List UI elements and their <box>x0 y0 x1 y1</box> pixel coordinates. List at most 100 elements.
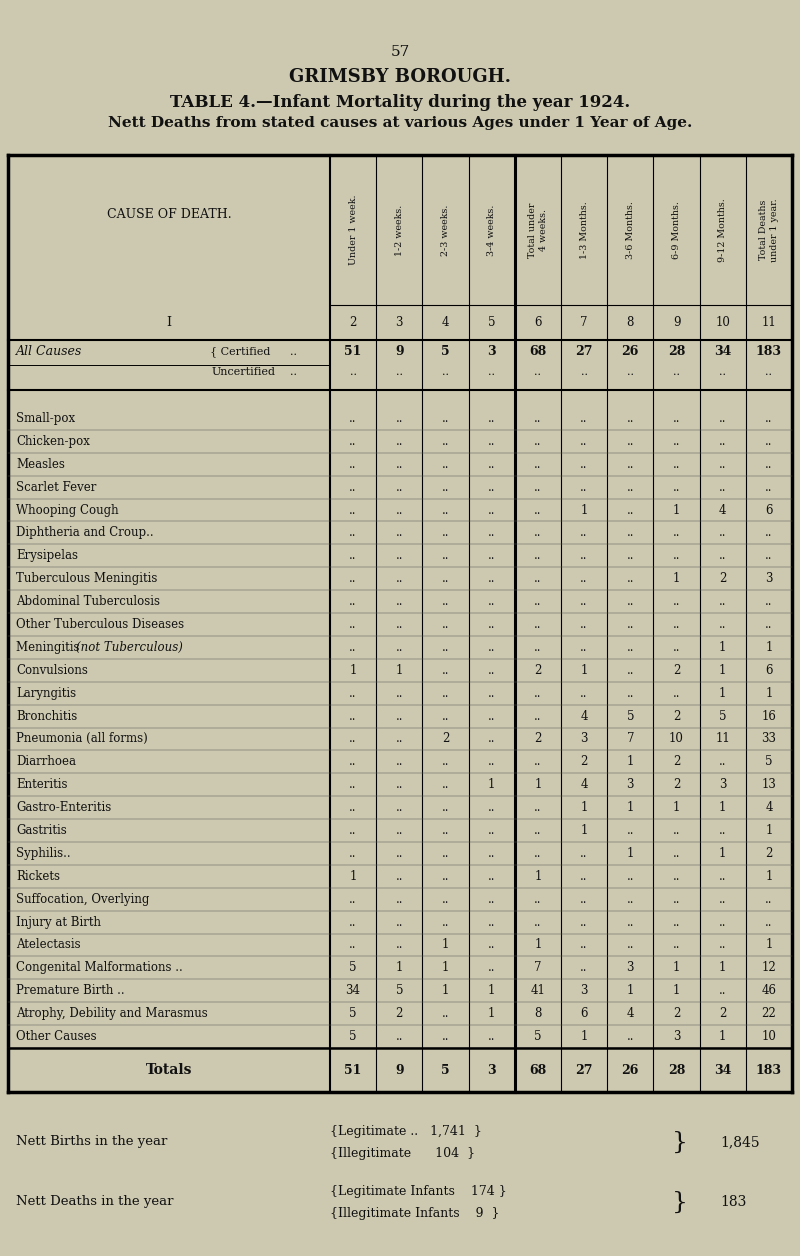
Text: 1: 1 <box>626 755 634 769</box>
Text: ..: .. <box>627 367 634 377</box>
Text: Convulsions: Convulsions <box>16 663 88 677</box>
Text: 183: 183 <box>756 345 782 358</box>
Text: 1-2 weeks.: 1-2 weeks. <box>395 205 404 256</box>
Text: ..: .. <box>534 916 542 928</box>
Text: ..: .. <box>350 710 357 722</box>
Text: ..: .. <box>580 526 588 539</box>
Text: ..: .. <box>626 573 634 585</box>
Text: 26: 26 <box>622 1064 639 1076</box>
Text: Enteritis: Enteritis <box>16 779 67 791</box>
Text: 5: 5 <box>395 985 403 997</box>
Text: 4: 4 <box>580 710 588 722</box>
Text: 12: 12 <box>762 961 776 975</box>
Text: ..: .. <box>350 801 357 814</box>
Text: Uncertified: Uncertified <box>212 367 276 377</box>
Text: ..: .. <box>626 549 634 563</box>
Text: ..: .. <box>442 595 450 608</box>
Text: ..: .. <box>350 824 357 836</box>
Text: 2: 2 <box>719 573 726 585</box>
Text: 1: 1 <box>488 1007 495 1020</box>
Text: 1: 1 <box>719 961 726 975</box>
Text: Other Causes: Other Causes <box>16 1030 97 1042</box>
Text: ..: .. <box>673 457 680 471</box>
Text: 1: 1 <box>766 824 773 836</box>
Text: ..: .. <box>580 481 588 494</box>
Text: 1: 1 <box>581 663 588 677</box>
Text: 2: 2 <box>350 317 357 329</box>
Text: ..: .. <box>534 710 542 722</box>
Text: ..: .. <box>442 687 450 700</box>
Text: 3-4 weeks.: 3-4 weeks. <box>487 205 496 256</box>
Text: ..: .. <box>395 870 403 883</box>
Text: Gastro-Enteritis: Gastro-Enteritis <box>16 801 111 814</box>
Text: 1: 1 <box>488 985 495 997</box>
Text: ..: .. <box>626 641 634 654</box>
Text: ..: .. <box>350 641 357 654</box>
Text: 6: 6 <box>765 504 773 516</box>
Text: 1: 1 <box>350 663 357 677</box>
Text: ..: .. <box>765 549 773 563</box>
Text: ..: .. <box>626 481 634 494</box>
Text: 4: 4 <box>442 317 450 329</box>
Text: 7: 7 <box>626 732 634 746</box>
Text: 22: 22 <box>762 1007 776 1020</box>
Text: 26: 26 <box>622 345 639 358</box>
Text: ..: .. <box>580 457 588 471</box>
Text: ..: .. <box>395 1030 403 1042</box>
Text: 1: 1 <box>534 870 542 883</box>
Text: ..: .. <box>580 893 588 906</box>
Text: 1: 1 <box>581 504 588 516</box>
Text: ..: .. <box>488 504 495 516</box>
Text: ..: .. <box>534 526 542 539</box>
Text: 2: 2 <box>534 663 542 677</box>
Text: Pneumonia (all forms): Pneumonia (all forms) <box>16 732 148 746</box>
Text: ..: .. <box>534 618 542 631</box>
Text: ..: .. <box>488 526 495 539</box>
Text: ..: .. <box>350 595 357 608</box>
Text: 28: 28 <box>668 345 685 358</box>
Text: ..: .. <box>395 938 403 952</box>
Text: ..: .. <box>395 641 403 654</box>
Text: Measles: Measles <box>16 457 65 471</box>
Text: ..: .. <box>673 687 680 700</box>
Text: 68: 68 <box>530 1064 546 1076</box>
Text: ..: .. <box>673 412 680 425</box>
Text: ..: .. <box>350 893 357 906</box>
Text: {Legitimate Infants    174 }: {Legitimate Infants 174 } <box>330 1186 506 1198</box>
Text: ..: .. <box>488 732 495 746</box>
Text: ..: .. <box>395 801 403 814</box>
Text: ..: .. <box>719 755 726 769</box>
Text: 7: 7 <box>580 317 588 329</box>
Text: I: I <box>166 317 171 329</box>
Text: 183: 183 <box>756 1064 782 1076</box>
Text: ..: .. <box>766 367 773 377</box>
Text: ..: .. <box>442 916 450 928</box>
Text: ..: .. <box>350 549 357 563</box>
Text: Injury at Birth: Injury at Birth <box>16 916 101 928</box>
Text: ..: .. <box>580 938 588 952</box>
Text: 16: 16 <box>762 710 776 722</box>
Text: ..: .. <box>534 755 542 769</box>
Text: ..: .. <box>580 573 588 585</box>
Text: ..: .. <box>350 916 357 928</box>
Text: ..: .. <box>442 435 450 448</box>
Text: ..: .. <box>580 595 588 608</box>
Text: ..: .. <box>395 412 403 425</box>
Text: 1: 1 <box>673 504 680 516</box>
Text: ..: .. <box>765 893 773 906</box>
Text: 11: 11 <box>715 732 730 746</box>
Text: 2: 2 <box>673 755 680 769</box>
Text: 7: 7 <box>534 961 542 975</box>
Text: ..: .. <box>488 457 495 471</box>
Text: ..: .. <box>765 595 773 608</box>
Text: ..: .. <box>488 847 495 860</box>
Text: Atelectasis: Atelectasis <box>16 938 81 952</box>
Text: 6: 6 <box>534 317 542 329</box>
Text: 5: 5 <box>488 317 495 329</box>
Text: ..: .. <box>350 938 357 952</box>
Text: ..: .. <box>580 641 588 654</box>
Text: ..: .. <box>488 481 495 494</box>
Text: Abdominal Tuberculosis: Abdominal Tuberculosis <box>16 595 160 608</box>
Text: 1: 1 <box>396 961 403 975</box>
Text: Gastritis: Gastritis <box>16 824 66 836</box>
